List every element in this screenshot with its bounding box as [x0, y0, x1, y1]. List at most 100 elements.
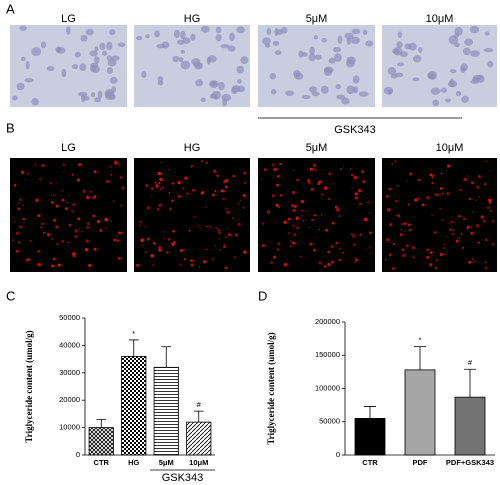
lipid-droplet: [358, 188, 362, 193]
cell: [334, 53, 342, 62]
lipid-droplet: [212, 257, 215, 260]
lipid-droplet: [104, 218, 108, 222]
cell: [236, 26, 245, 34]
lipid-droplet: [395, 200, 398, 203]
lipid-droplet: [173, 240, 176, 244]
lipid-droplet: [441, 192, 444, 195]
lipid-droplet: [323, 265, 327, 268]
lipid-droplet: [411, 246, 415, 250]
lipid-droplet: [350, 233, 354, 236]
lipid-droplet: [307, 178, 311, 183]
lipid-droplet: [234, 256, 236, 259]
lipid-droplet: [52, 193, 56, 197]
lipid-droplet: [78, 163, 82, 167]
lipid-droplet: [292, 241, 296, 245]
lipid-droplet: [205, 161, 209, 165]
lipid-droplet: [485, 160, 488, 163]
lipid-droplet: [150, 253, 154, 258]
lipid-droplet: [312, 248, 316, 252]
lipid-droplet: [92, 214, 96, 218]
lipid-droplet: [490, 170, 492, 172]
lipid-droplet: [218, 237, 220, 240]
lipid-droplet: [308, 226, 310, 228]
lipid-droplet: [37, 214, 41, 218]
y-tick-label: 40000: [59, 340, 80, 349]
lipid-droplet: [171, 242, 175, 246]
lipid-droplet: [35, 198, 39, 202]
lipid-droplet: [153, 242, 156, 245]
y-tick-label: 100000: [315, 383, 340, 392]
lipid-droplet: [159, 177, 163, 182]
lipid-droplet: [354, 260, 357, 264]
cell: [79, 63, 87, 71]
cell: [215, 26, 222, 34]
lipid-droplet: [22, 204, 24, 207]
lipid-droplet: [293, 169, 295, 172]
cell: [352, 75, 360, 84]
cell: [135, 35, 143, 41]
lipid-droplet: [17, 207, 21, 211]
image-label: LG: [61, 13, 76, 25]
lipid-droplet: [118, 231, 122, 235]
lipid-droplet: [293, 205, 297, 209]
cell: [215, 33, 222, 42]
lipid-droplet: [188, 229, 191, 232]
cell: [445, 98, 451, 103]
y-tick-label: 0: [76, 450, 80, 459]
lipid-droplet: [399, 233, 403, 237]
lipid-droplet: [439, 252, 443, 257]
cell: [301, 52, 308, 57]
lipid-droplet: [146, 237, 150, 241]
lipid-droplet: [443, 247, 446, 250]
lipid-droplet: [431, 174, 435, 177]
lipid-droplet: [349, 168, 352, 170]
lipid-droplet: [260, 178, 263, 180]
lipid-droplet: [151, 195, 153, 197]
lipid-droplet: [315, 236, 318, 239]
lipid-droplet: [369, 247, 372, 249]
lipid-droplet: [121, 186, 125, 190]
cell: [141, 71, 147, 79]
lipid-droplet: [14, 184, 17, 187]
lipid-droplet: [291, 190, 296, 195]
image-label: HG: [184, 13, 201, 25]
lipid-droplet: [389, 223, 393, 227]
lipid-droplet: [181, 187, 185, 190]
lipid-droplet: [311, 218, 314, 221]
lipid-droplet: [458, 236, 461, 239]
lipid-droplet: [350, 174, 354, 177]
cell: [274, 49, 282, 56]
lipid-droplet: [151, 187, 154, 190]
lipid-droplet: [168, 207, 172, 211]
bar: [454, 396, 486, 456]
lipid-droplet: [50, 237, 54, 240]
cell: [309, 46, 315, 55]
lipid-droplet: [488, 198, 492, 202]
lipid-droplet: [466, 225, 470, 229]
lipid-droplet: [460, 233, 463, 236]
lipid-droplet: [179, 263, 182, 266]
cell: [71, 64, 79, 70]
lipid-droplet: [192, 188, 195, 192]
y-tick-label: 0: [336, 450, 340, 459]
cell: [462, 47, 471, 56]
cell: [455, 90, 462, 97]
lipid-droplet: [404, 253, 406, 255]
lipid-droplet: [136, 263, 140, 267]
y-tick-label: 150000: [315, 350, 340, 359]
lipid-droplet: [401, 222, 404, 226]
cell: [177, 39, 185, 45]
lipid-droplet: [11, 239, 15, 242]
lipid-droplet: [477, 241, 480, 244]
lipid-droplet: [351, 187, 353, 189]
x-tick-label: HG: [128, 458, 139, 467]
lipid-droplet: [99, 228, 103, 232]
lipid-droplet: [163, 237, 166, 240]
lipid-droplet: [156, 208, 160, 211]
lipid-droplet: [262, 244, 266, 248]
lipid-droplet: [271, 194, 275, 198]
lipid-droplet: [450, 220, 454, 224]
lipid-droplet: [480, 215, 484, 219]
cell: [94, 46, 99, 52]
lipid-droplet: [183, 258, 186, 261]
